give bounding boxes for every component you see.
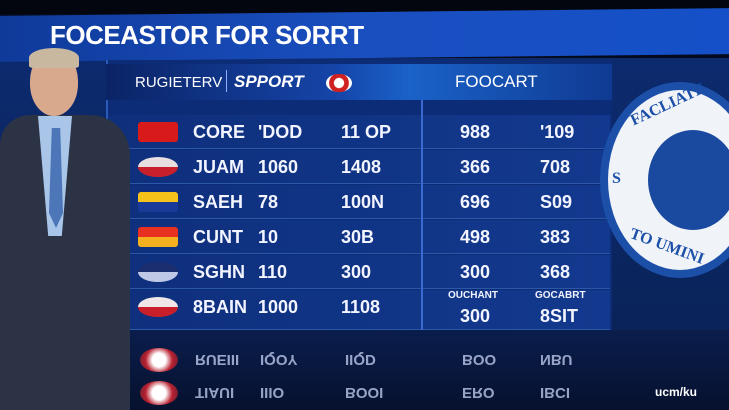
cell-name: SGHN xyxy=(193,262,246,282)
team-flag-icon xyxy=(138,297,178,317)
cell-name: 8BAIN xyxy=(193,297,248,317)
reflected-cell-c3: IIQD xyxy=(345,351,376,368)
column-divider xyxy=(421,100,423,330)
cell-c3: 11 OP xyxy=(341,122,392,142)
header-label-2: SPPORT xyxy=(234,72,304,91)
cell-c3: 100N xyxy=(341,192,385,212)
reflected-cell-c4: BOO xyxy=(462,351,497,368)
presenter-hair xyxy=(29,48,79,68)
table-row: SAEH 78 100N 696 S09 xyxy=(108,185,610,219)
team-flag-icon xyxy=(138,192,178,212)
team-flag-icon xyxy=(138,262,178,282)
reflected-flag-icon xyxy=(140,381,178,405)
reflected-cell-name: TIAUI xyxy=(195,384,235,401)
cell-c5: 383 xyxy=(540,227,571,247)
cell-c2: 78 xyxy=(258,192,279,212)
reflected-cell-c5: NBU xyxy=(540,351,573,368)
cell-c5_label: GOCABRT xyxy=(535,290,586,301)
cell-name: JUAM xyxy=(193,157,245,177)
scoreboard-header xyxy=(106,64,612,100)
table-row: 8BAIN 1000 1108 300 8SIT OUCHANT GOCABRT xyxy=(108,290,610,330)
header-label-3: FOOCART xyxy=(455,72,538,91)
cell-name: SAEH xyxy=(193,192,244,212)
reflected-cell-name: RUEIII xyxy=(195,351,240,368)
cell-c5: 368 xyxy=(540,262,571,282)
presenter-tie xyxy=(49,128,63,228)
cell-c5: S09 xyxy=(540,192,573,212)
cell-name: CORE xyxy=(193,122,246,142)
cell-c3: 1108 xyxy=(341,297,381,317)
reflected-cell-c2: IQOY xyxy=(260,351,298,368)
cell-c3: 300 xyxy=(341,262,372,282)
cell-c2: 10 xyxy=(258,227,279,247)
cell-c4: 366 xyxy=(460,157,491,177)
cell-c2: 1000 xyxy=(258,297,299,317)
reflected-cell-c3: BOOI xyxy=(345,384,384,401)
cell-c4: 498 xyxy=(460,227,491,247)
cell-c5: 8SIT xyxy=(540,306,579,326)
watermark: ucm/ku xyxy=(655,385,698,399)
team-flag-icon xyxy=(138,157,178,177)
banner-title: FOCEASTOR FOR SORRT xyxy=(50,20,364,50)
team-flag-icon xyxy=(138,122,178,142)
team-flag-icon xyxy=(138,227,178,247)
cell-c5: '109 xyxy=(540,122,575,142)
cell-name: CUNT xyxy=(193,227,243,247)
reflected-flag-icon xyxy=(140,348,178,372)
cell-c4: 988 xyxy=(460,122,491,142)
cell-c3: 1408 xyxy=(341,157,382,177)
cell-c4_label: OUCHANT xyxy=(448,290,498,301)
cell-c2: 110 xyxy=(258,262,288,282)
header-label-1: RUGIETERV xyxy=(135,74,223,91)
reflected-cell-c2: IIIO xyxy=(260,384,285,401)
seal-left-text: S xyxy=(612,170,621,187)
cell-c4: 696 xyxy=(460,192,491,212)
sport-logo-icon xyxy=(326,74,352,92)
seal-figure-icon xyxy=(648,130,729,230)
cell-c2: 1060 xyxy=(258,157,299,177)
table-row: SGHN 110 300 300 368 xyxy=(108,255,610,289)
reflected-cell-c4: ERO xyxy=(462,384,495,401)
cell-c4: 300 xyxy=(460,306,491,326)
reflected-cell-c5: IBCI xyxy=(540,384,570,401)
cell-c3: 30B xyxy=(341,227,375,247)
table-row: JUAM 1060 1408 366 708 xyxy=(108,150,610,184)
table-row: CORE 'DOD 11 OP 988 '109 xyxy=(108,115,610,149)
cell-c4: 300 xyxy=(460,262,491,282)
cell-c2: 'DOD xyxy=(258,122,303,142)
table-row: CUNT 10 30B 498 383 xyxy=(108,220,610,254)
cell-c5: 708 xyxy=(540,157,571,177)
